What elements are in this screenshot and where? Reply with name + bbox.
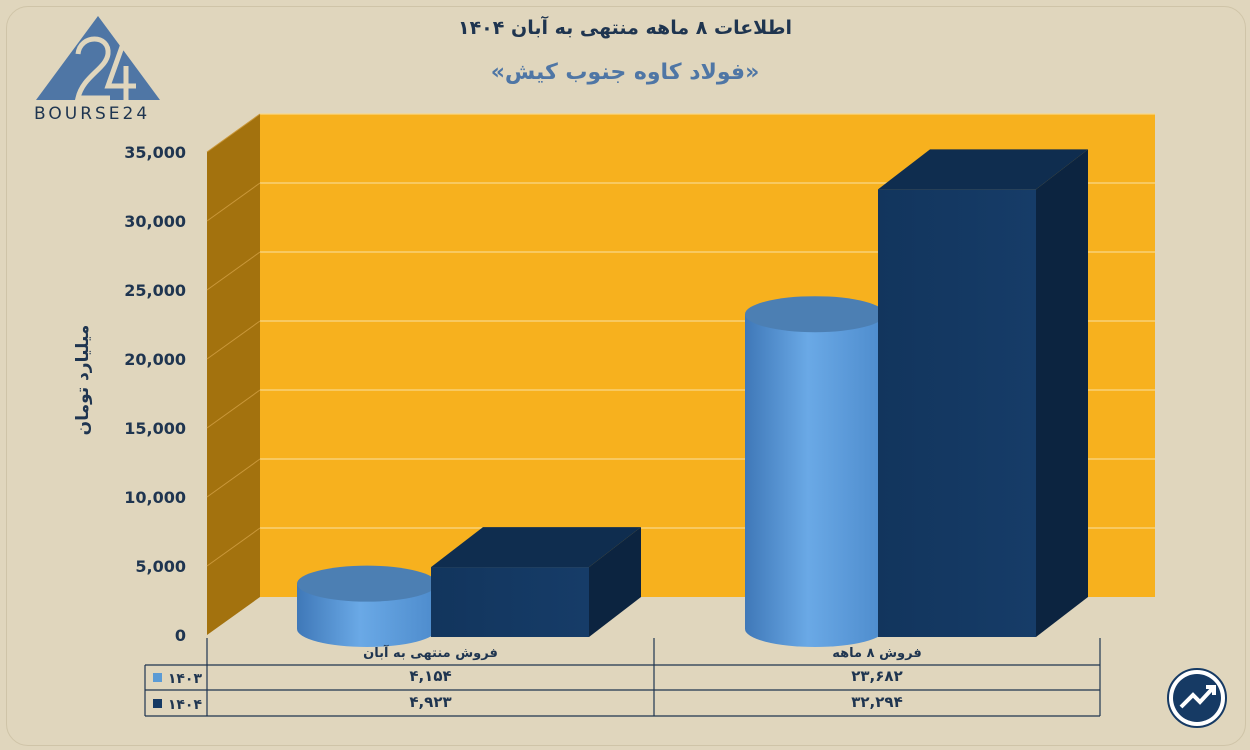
bar-side-1-series-1 <box>1036 149 1088 637</box>
legend-label: ۱۴۰۳ <box>168 671 203 687</box>
bar-top-1-series-0 <box>745 296 885 333</box>
gridline-side <box>206 389 261 429</box>
y-tick-label: 30,000 <box>124 212 186 231</box>
y-tick-label: 10,000 <box>124 488 186 507</box>
side-wall <box>207 114 260 635</box>
logo-text: BOURSE24 <box>34 104 151 124</box>
legend-label: ۱۴۰۴ <box>168 697 203 713</box>
gridline-side <box>206 320 261 360</box>
gridline-side <box>206 251 261 291</box>
bar-top-1-series-1 <box>878 149 1088 190</box>
bar-side-0-series-1 <box>589 527 641 637</box>
trend-up-icon <box>1166 667 1228 729</box>
chart-subtitle: «فولاد کاوه جنوب کیش» <box>490 60 760 85</box>
gridline-side <box>206 458 261 498</box>
data-label: ۲۳,۶۸۲ <box>851 667 902 685</box>
data-label: ۴,۹۲۳ <box>409 693 451 711</box>
bar-1-series-1 <box>878 189 1036 637</box>
legend-swatch <box>153 699 162 708</box>
gridline-side <box>206 182 261 222</box>
data-label: ۴,۱۵۴ <box>409 667 451 685</box>
bar-0-series-1 <box>431 567 589 637</box>
bourse24-logo <box>28 14 168 132</box>
bar-1-series-0 <box>745 314 885 647</box>
y-tick-label: 5,000 <box>135 557 186 576</box>
category-label: فروش منتهی به آبان <box>363 644 498 661</box>
y-tick-label: 15,000 <box>124 419 186 438</box>
legend-swatch <box>153 673 162 682</box>
y-tick-label: 35,000 <box>124 143 186 162</box>
gridline-side <box>206 113 261 153</box>
data-label: ۳۲,۲۹۴ <box>851 693 902 711</box>
bar-0-series-0 <box>297 583 437 647</box>
bar-top-0-series-1 <box>431 527 641 568</box>
category-label: فروش ۸ ماهه <box>832 646 921 661</box>
bar-top-0-series-0 <box>297 565 437 602</box>
y-tick-label: 25,000 <box>124 281 186 300</box>
chart-title: اطلاعات ۸ ماهه منتهی به آبان ۱۴۰۴ <box>457 17 793 39</box>
y-tick-label: 20,000 <box>124 350 186 369</box>
y-tick-label: 0 <box>175 626 186 645</box>
gridline-side <box>206 527 261 567</box>
